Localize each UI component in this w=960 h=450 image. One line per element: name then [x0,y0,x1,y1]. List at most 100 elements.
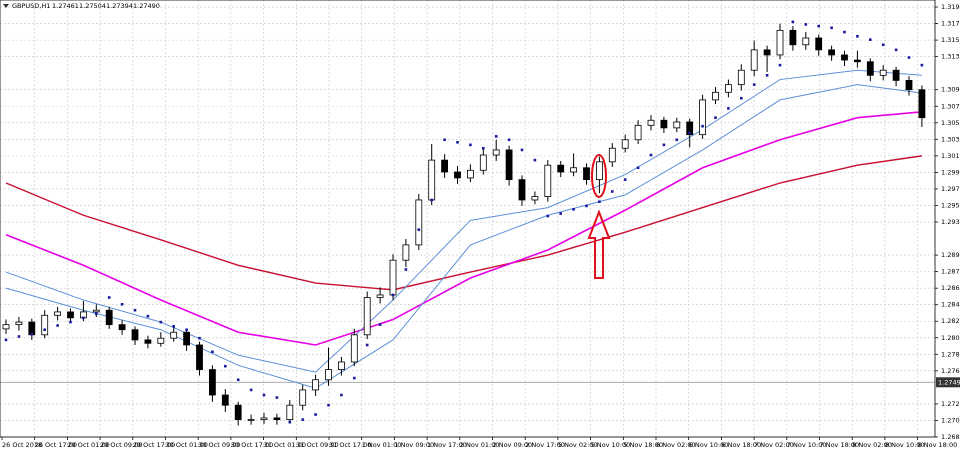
candle-body [647,119,655,126]
candle-body [789,29,797,46]
candle-body [905,79,913,91]
sar-dot [340,393,343,397]
y-tick-label: 1.29965 [941,168,960,176]
candle-body [686,121,694,136]
candle-body [131,329,139,341]
indicator-line [5,110,922,346]
sar-dot [752,83,756,86]
sar-dot [43,328,46,332]
candle-body [879,69,887,76]
candle-body [92,309,100,313]
sar-dot [598,200,601,203]
y-tick-label: 1.31330 [941,53,960,61]
candle-body [415,199,423,246]
candle-body [892,69,900,81]
candle-body [157,337,165,344]
ohlc-value: 1.27394 [106,2,133,10]
x-tick-label: 7 Nov 18:00 [820,441,860,449]
x-tick-label: 31 Oct 09:00 [296,441,338,449]
candle-body [570,167,577,173]
x-tick-label: 5 Nov 02:00 [558,441,598,449]
sar-dot [636,166,640,170]
sar-dot [185,328,188,332]
candle-body [170,331,178,339]
y-tick-label: 1.28210 [941,317,960,325]
x-tick-label: 5 Nov 18:00 [623,441,663,449]
candle-body [428,159,436,201]
ohlc-header: 1.27461 1.27504 1.27394 1.27490 [52,2,160,10]
sar-dot [56,324,59,327]
sar-dot [869,38,872,41]
candle-body [763,49,771,56]
sar-dot [224,364,227,368]
sar-dot [95,312,98,315]
x-tick-label: 31 Oct 17:00 [329,441,371,449]
sar-dot [172,325,175,328]
sar-dot [120,302,124,306]
y-tick-label: 1.27625 [941,367,960,375]
sar-dot [804,23,808,26]
sar-dot [649,153,653,157]
candle-body [273,417,281,421]
y-tick-label: 1.31720 [941,20,960,28]
sar-dot [443,138,446,142]
candle-body [557,164,565,173]
x-tick-label: 6 Nov 18:00 [721,441,761,449]
candle-body [673,121,681,129]
candle-body [466,169,474,179]
sar-dot [430,198,433,202]
sar-dot [314,413,317,416]
x-tick-label: 6 Nov 02:00 [656,441,696,449]
candle-body [299,389,307,406]
candle-body [196,344,203,370]
candle-body [815,37,823,51]
y-tick-label: 1.28795 [941,268,960,276]
sar-dot [456,141,459,144]
sar-dot [288,420,292,424]
grid [0,0,935,438]
candle-body [750,49,758,71]
candle-body [376,294,384,298]
sar-dot [907,56,911,59]
x-tick-label: 2 Nov 17:00 [525,441,565,449]
candle-body [918,89,926,119]
y-tick-label: 1.26845 [941,433,960,441]
plot-frame [0,0,936,438]
y-tick-label: 1.30940 [941,86,960,94]
candle-body [505,149,513,181]
sar-dot [262,393,266,397]
sar-dot [843,30,846,34]
x-tick-label: 29 Oct 17:00 [133,441,175,449]
sar-dot [30,332,34,336]
x-tick-label: 2 Nov 01:00 [460,441,500,449]
y-tick-label: 1.28015 [941,334,960,342]
sar-dot [817,24,820,28]
candle-body [67,311,74,319]
sar-dot [623,178,627,181]
sar-dot [572,207,575,211]
candle-body [699,99,706,136]
sar-dot [275,396,279,399]
y-tick-label: 1.30160 [941,152,960,160]
candle-body [54,311,61,316]
candle-body [350,334,358,363]
sar-dot [830,26,833,30]
y-tick-label: 1.30355 [941,135,960,143]
sar-dot [327,403,330,407]
ohlc-value: 1.27504 [79,2,106,10]
highlight-ellipse [591,154,607,198]
x-tick-label: 26 Oct 2018 [2,441,42,449]
x-tick-label: 8 Nov 10:00 [885,441,925,449]
x-tick-label: 30 Oct 09:00 [198,441,240,449]
sar-dot [107,296,111,299]
x-tick-label: 8 Nov 18:00 [918,441,958,449]
candle-body [712,91,719,101]
y-tick-label: 1.27040 [941,416,960,424]
sar-dot [236,378,240,382]
sar-dot [69,320,72,324]
sar-dot [249,388,253,392]
candle-body [479,154,487,171]
sar-dot [714,116,717,120]
